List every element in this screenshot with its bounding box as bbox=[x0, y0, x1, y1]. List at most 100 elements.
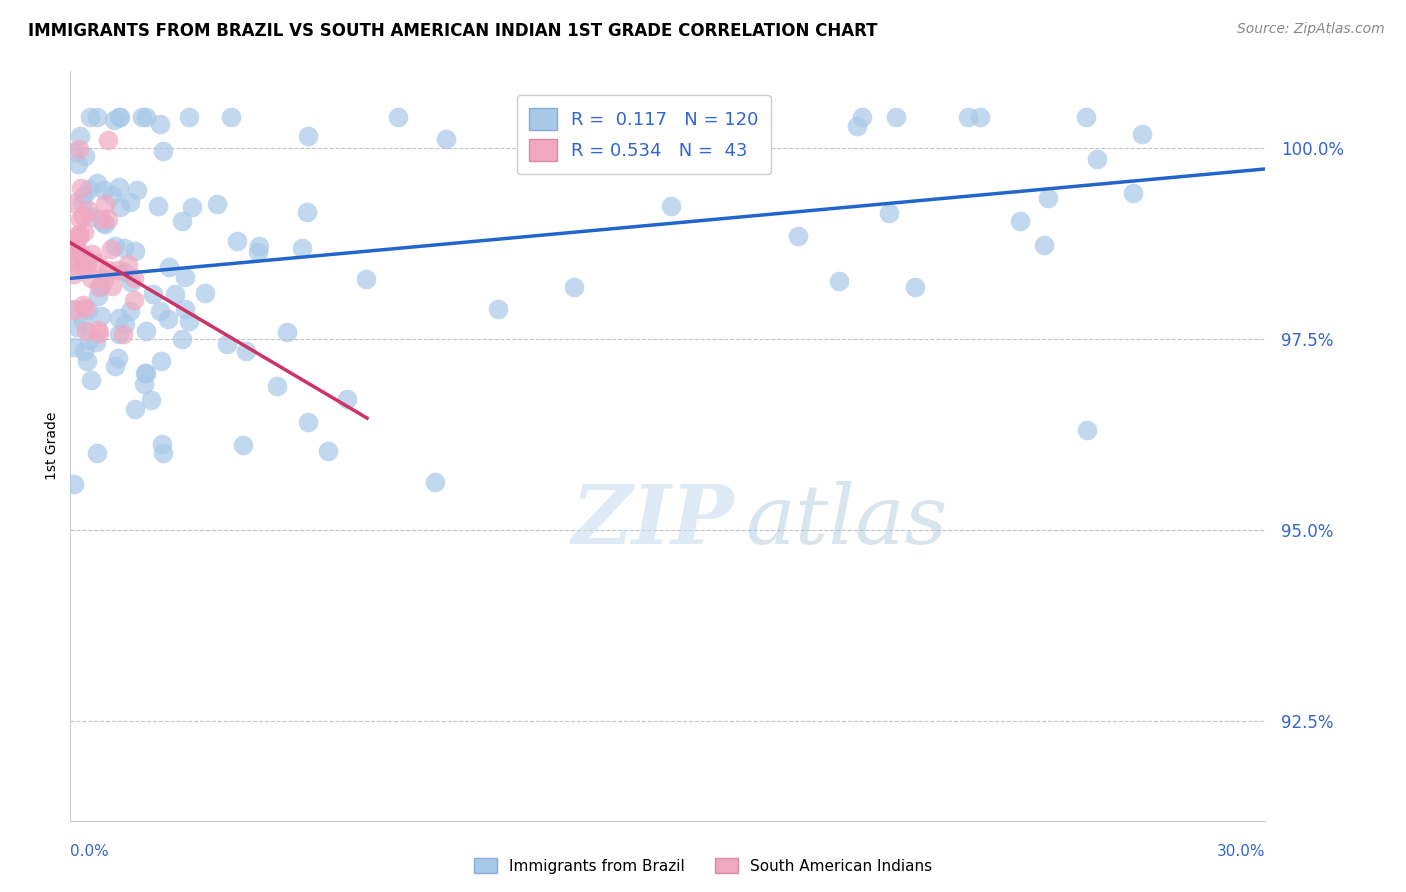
Point bbox=[122, 270, 145, 285]
Point bbox=[117, 257, 139, 271]
Point bbox=[851, 110, 873, 124]
Point bbox=[104, 239, 127, 253]
Point bbox=[63, 267, 86, 281]
Point bbox=[786, 229, 808, 244]
Point bbox=[659, 199, 682, 213]
Point bbox=[66, 320, 89, 334]
Point bbox=[354, 272, 377, 286]
Point bbox=[152, 446, 174, 460]
Point bbox=[139, 392, 162, 407]
Point bbox=[291, 241, 314, 255]
Point bbox=[94, 197, 117, 211]
Point bbox=[877, 206, 900, 220]
Point bbox=[94, 217, 117, 231]
Point bbox=[177, 314, 200, 328]
Point bbox=[108, 200, 131, 214]
Point bbox=[956, 110, 979, 124]
Point bbox=[112, 241, 135, 255]
Point bbox=[80, 211, 103, 225]
Point bbox=[135, 324, 157, 338]
Point bbox=[67, 142, 90, 156]
Point bbox=[90, 309, 112, 323]
Text: atlas: atlas bbox=[745, 481, 948, 561]
Point bbox=[486, 301, 509, 316]
Point bbox=[73, 225, 96, 239]
Point bbox=[73, 255, 96, 269]
Point bbox=[174, 269, 197, 284]
Point bbox=[127, 183, 149, 197]
Point bbox=[100, 188, 122, 202]
Point bbox=[63, 340, 86, 354]
Point bbox=[131, 110, 153, 124]
Point bbox=[77, 182, 100, 196]
Point bbox=[72, 297, 94, 311]
Text: Source: ZipAtlas.com: Source: ZipAtlas.com bbox=[1237, 22, 1385, 37]
Point bbox=[75, 148, 97, 162]
Point bbox=[112, 327, 135, 342]
Text: 0.0%: 0.0% bbox=[70, 844, 110, 859]
Point bbox=[703, 110, 725, 124]
Legend: Immigrants from Brazil, South American Indians: Immigrants from Brazil, South American I… bbox=[468, 852, 938, 880]
Point bbox=[157, 311, 180, 326]
Point bbox=[108, 327, 131, 342]
Point bbox=[76, 258, 98, 272]
Point bbox=[150, 437, 173, 451]
Point bbox=[63, 196, 86, 211]
Point bbox=[89, 326, 111, 340]
Point bbox=[86, 323, 108, 337]
Point bbox=[100, 242, 122, 256]
Point bbox=[124, 244, 146, 258]
Point bbox=[316, 444, 339, 458]
Point bbox=[72, 188, 94, 202]
Legend: R =  0.117   N = 120, R = 0.534   N =  43: R = 0.117 N = 120, R = 0.534 N = 43 bbox=[517, 95, 770, 174]
Point bbox=[135, 110, 157, 124]
Point bbox=[93, 183, 115, 197]
Point bbox=[1085, 152, 1108, 166]
Point bbox=[69, 129, 91, 144]
Point bbox=[232, 438, 254, 452]
Point bbox=[122, 293, 145, 307]
Point bbox=[266, 379, 288, 393]
Point bbox=[132, 377, 155, 392]
Point bbox=[67, 157, 90, 171]
Point bbox=[63, 241, 86, 255]
Point bbox=[846, 119, 869, 133]
Point bbox=[97, 132, 120, 146]
Point bbox=[295, 205, 318, 219]
Point bbox=[73, 343, 96, 358]
Point bbox=[219, 110, 242, 124]
Point bbox=[80, 270, 103, 285]
Point bbox=[65, 235, 87, 250]
Point bbox=[72, 314, 94, 328]
Point bbox=[1076, 424, 1098, 438]
Point bbox=[142, 287, 165, 301]
Point bbox=[108, 110, 131, 124]
Point bbox=[1033, 238, 1056, 252]
Point bbox=[152, 144, 174, 158]
Point bbox=[66, 228, 89, 243]
Point bbox=[276, 325, 298, 339]
Point bbox=[86, 256, 108, 270]
Point bbox=[124, 401, 146, 416]
Point bbox=[1036, 191, 1059, 205]
Point bbox=[63, 145, 86, 159]
Point bbox=[63, 301, 86, 316]
Point bbox=[63, 252, 86, 267]
Point bbox=[884, 110, 907, 124]
Point bbox=[107, 351, 129, 365]
Point bbox=[173, 301, 195, 316]
Point bbox=[87, 280, 110, 294]
Point bbox=[97, 263, 120, 277]
Point bbox=[72, 259, 94, 273]
Point bbox=[107, 263, 129, 277]
Point bbox=[177, 110, 200, 124]
Point bbox=[91, 216, 114, 230]
Point bbox=[84, 334, 107, 349]
Point bbox=[72, 209, 94, 223]
Point bbox=[1122, 186, 1144, 201]
Point bbox=[135, 366, 157, 380]
Point bbox=[336, 392, 359, 406]
Point bbox=[172, 332, 194, 346]
Point bbox=[97, 211, 120, 226]
Point bbox=[724, 110, 747, 124]
